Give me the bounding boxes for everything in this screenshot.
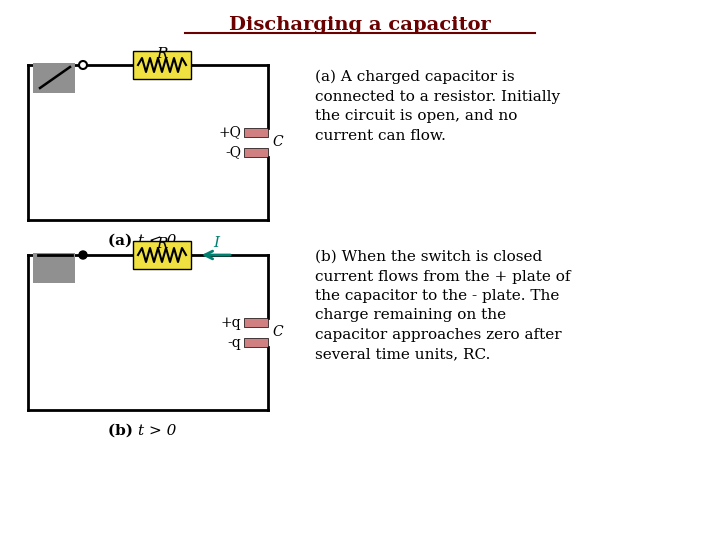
Text: Discharging a capacitor: Discharging a capacitor [229, 16, 491, 34]
Text: (b): (b) [108, 424, 138, 438]
Text: t > 0: t > 0 [138, 424, 176, 438]
Bar [244, 338, 268, 347]
Bar [133, 51, 191, 79]
Text: -q: -q [228, 335, 241, 349]
Bar [33, 253, 75, 283]
Text: R: R [156, 237, 168, 251]
Circle shape [79, 61, 87, 69]
Text: -Q: -Q [225, 145, 241, 159]
Text: (b) When the switch is closed
current flows from the + plate of
the capacitor to: (b) When the switch is closed current fl… [315, 250, 570, 361]
Text: (a): (a) [109, 234, 138, 248]
Text: C: C [272, 326, 283, 340]
Bar [244, 318, 268, 327]
Bar [244, 148, 268, 157]
Text: +Q: +Q [218, 125, 241, 139]
Text: +q: +q [220, 315, 241, 329]
Text: I: I [213, 236, 219, 250]
Text: (a) A charged capacitor is
connected to a resistor. Initially
the circuit is ope: (a) A charged capacitor is connected to … [315, 70, 560, 143]
Text: t < 0: t < 0 [138, 234, 176, 248]
Bar [33, 63, 75, 93]
Bar [244, 128, 268, 137]
Text: R: R [156, 47, 168, 61]
Bar [133, 241, 191, 269]
Circle shape [79, 251, 87, 259]
Text: C: C [272, 136, 283, 150]
